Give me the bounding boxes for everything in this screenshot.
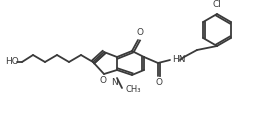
Text: HN: HN bbox=[172, 55, 185, 65]
Text: N: N bbox=[112, 78, 118, 87]
Text: O: O bbox=[136, 28, 144, 37]
Text: CH₃: CH₃ bbox=[125, 85, 141, 94]
Text: O: O bbox=[156, 78, 162, 87]
Text: Cl: Cl bbox=[213, 0, 221, 9]
Text: O: O bbox=[99, 76, 107, 85]
Text: HO: HO bbox=[5, 58, 19, 67]
